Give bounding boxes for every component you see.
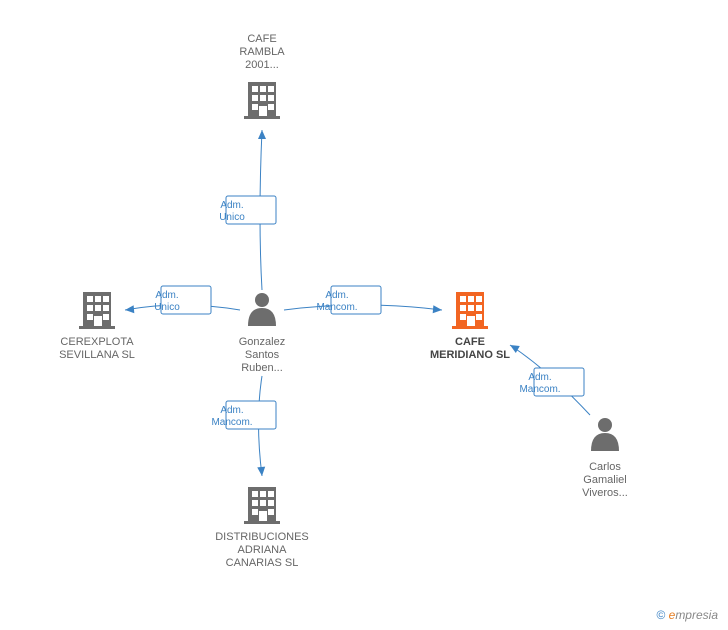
node-label: Gonzalez bbox=[239, 336, 285, 348]
footer-credit: © empresia bbox=[656, 608, 718, 622]
network-diagram: Adm.UnicoAdm.UnicoAdm.Mancom.Adm.Mancom.… bbox=[0, 0, 728, 630]
node-label: DISTRIBUCIONES bbox=[215, 531, 309, 543]
node-carlos[interactable] bbox=[591, 418, 619, 451]
building-icon bbox=[452, 292, 488, 329]
edge-label-text: Mancom. bbox=[316, 302, 357, 313]
node-label: 2001... bbox=[245, 59, 279, 71]
edge: Adm.Mancom. bbox=[284, 286, 442, 314]
edge: Adm.Unico bbox=[125, 286, 240, 314]
edge: Adm.Mancom. bbox=[508, 342, 590, 415]
node-gonzalez[interactable] bbox=[248, 293, 276, 326]
node-label: Viveros... bbox=[582, 487, 628, 499]
node-label: CEREXPLOTA bbox=[60, 336, 134, 348]
building-icon bbox=[244, 82, 280, 119]
edge-label-text: Adm. bbox=[155, 290, 178, 301]
building-icon bbox=[244, 487, 280, 524]
node-label: Ruben... bbox=[241, 362, 283, 374]
person-icon bbox=[591, 418, 619, 451]
node-label: SEVILLANA SL bbox=[59, 349, 135, 361]
node-label: Santos bbox=[245, 349, 280, 361]
edge-label-text: Mancom. bbox=[211, 417, 252, 428]
node-label: CAFE bbox=[455, 336, 485, 348]
edge-label-text: Adm. bbox=[528, 372, 551, 383]
building-icon bbox=[79, 292, 115, 329]
edge-label-text: Mancom. bbox=[519, 384, 560, 395]
edge: Adm.Unico bbox=[219, 130, 276, 290]
node-label: CANARIAS SL bbox=[226, 557, 299, 569]
node-distribuciones[interactable] bbox=[244, 487, 280, 524]
edge: Adm.Mancom. bbox=[211, 376, 276, 476]
edge-label-text: Adm. bbox=[325, 290, 348, 301]
node-label: CAFE bbox=[247, 33, 276, 45]
node-cerexplota[interactable] bbox=[79, 292, 115, 329]
node-cafe_rambla[interactable] bbox=[244, 82, 280, 119]
edge-label-text: Unico bbox=[219, 212, 245, 223]
node-cafe_meridiano[interactable] bbox=[452, 292, 488, 329]
node-label: Carlos bbox=[589, 461, 621, 473]
person-icon bbox=[248, 293, 276, 326]
node-label: ADRIANA bbox=[238, 544, 288, 556]
edge-label-text: Unico bbox=[154, 302, 180, 313]
node-label: RAMBLA bbox=[239, 46, 285, 58]
edge-label-text: Adm. bbox=[220, 405, 243, 416]
edge-label-text: Adm. bbox=[220, 200, 243, 211]
node-label: Gamaliel bbox=[583, 474, 626, 486]
node-label: MERIDIANO SL bbox=[430, 349, 510, 361]
copyright-symbol: © bbox=[656, 608, 665, 622]
brand-rest: mpresia bbox=[675, 608, 718, 622]
